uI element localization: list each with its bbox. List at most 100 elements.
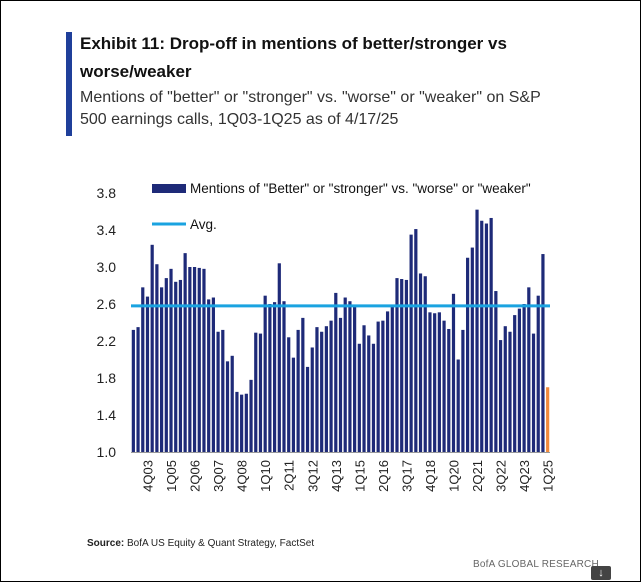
bar [527, 287, 531, 452]
bar [475, 209, 479, 452]
y-tick-label: 2.6 [97, 296, 117, 312]
bar [197, 267, 201, 452]
x-tick-label: 2Q11 [282, 460, 297, 491]
x-tick-label: 2Q16 [376, 460, 391, 492]
bar [522, 304, 526, 452]
bar [508, 331, 512, 452]
bar [211, 297, 215, 452]
legend-bar-label: Mentions of "Better" or "stronger" vs. "… [190, 181, 531, 196]
x-tick-label: 3Q07 [211, 460, 226, 492]
y-tick-label: 3.4 [97, 222, 117, 238]
bar [244, 393, 248, 452]
bar [235, 391, 239, 453]
bar [164, 278, 168, 452]
bar [258, 333, 263, 452]
x-tick-label: 3Q12 [305, 460, 320, 492]
bar [249, 379, 253, 452]
bar [240, 394, 244, 452]
bar [131, 329, 135, 452]
x-tick-label: 2Q06 [188, 460, 203, 492]
y-tick-label: 3.0 [97, 259, 117, 275]
bar [400, 279, 404, 452]
bar [334, 292, 338, 452]
bar [423, 276, 427, 452]
bar [367, 335, 371, 452]
y-tick-label: 3.8 [97, 185, 117, 201]
bar [437, 312, 441, 452]
x-tick-label: 4Q18 [423, 460, 438, 492]
y-tick-label: 1.8 [97, 370, 117, 386]
y-tick-label: 1.0 [97, 444, 117, 460]
bar [287, 337, 291, 452]
bar [546, 387, 550, 452]
title-accent-bar [66, 32, 72, 136]
chart-title: Exhibit 11: Drop-off in mentions of bett… [80, 34, 507, 81]
bar [456, 359, 460, 452]
legend-avg-label: Avg. [190, 217, 217, 232]
bar [324, 326, 328, 452]
x-tick-label: 4Q08 [235, 460, 250, 492]
bar [404, 279, 409, 452]
bar [348, 301, 352, 452]
bar [531, 333, 536, 452]
bar [183, 253, 187, 453]
bar [263, 295, 267, 452]
bar [489, 217, 493, 452]
bar [207, 299, 211, 453]
source-note: Source: BofA US Equity & Quant Strategy,… [87, 538, 314, 549]
bar [338, 317, 343, 453]
bar [343, 297, 347, 452]
x-tick-label: 3Q17 [399, 460, 414, 492]
bar [371, 343, 376, 452]
bar [141, 287, 145, 452]
bar [296, 329, 300, 452]
bar [174, 281, 178, 452]
x-tick-label: 1Q25 [541, 460, 556, 492]
x-tick-label: 4Q13 [329, 460, 344, 492]
bar [155, 264, 159, 452]
bar [136, 327, 140, 453]
bar [428, 312, 432, 452]
bar [461, 329, 465, 452]
brand-label: BofA GLOBAL RESEARCH [473, 559, 599, 570]
bar [418, 273, 423, 452]
bar [466, 257, 470, 452]
bar [395, 278, 399, 452]
bar [268, 304, 272, 452]
bar [484, 223, 489, 452]
bar [353, 306, 357, 452]
bar [376, 321, 380, 452]
legend-bar-swatch [152, 184, 186, 193]
bar [442, 320, 446, 452]
bar [414, 229, 418, 452]
bar [282, 301, 286, 452]
bar [385, 311, 390, 452]
bar [291, 357, 296, 452]
bar [145, 296, 150, 452]
bar [315, 327, 319, 453]
bar [536, 295, 540, 452]
bar [225, 361, 230, 452]
bar [480, 220, 484, 452]
chart-subtitle: Mentions of "better" or "stronger" vs. "… [80, 89, 541, 128]
bar [221, 329, 225, 452]
bar [277, 263, 281, 452]
bar [202, 268, 206, 452]
download-arrow-icon[interactable]: ↓ [591, 566, 611, 580]
bar [216, 331, 220, 452]
bar [188, 267, 192, 452]
bar [541, 254, 545, 452]
x-tick-label: 1Q10 [258, 460, 273, 492]
bar [150, 244, 154, 452]
bar [160, 287, 164, 452]
bar [310, 347, 314, 452]
bar [433, 313, 437, 452]
bar [362, 325, 366, 452]
bar [498, 340, 503, 452]
bar [357, 343, 361, 452]
x-tick-label: 2Q21 [470, 460, 485, 492]
bar [381, 320, 385, 452]
source-label: Source: [87, 538, 125, 549]
y-tick-label: 1.4 [97, 407, 117, 423]
bar [329, 320, 333, 452]
